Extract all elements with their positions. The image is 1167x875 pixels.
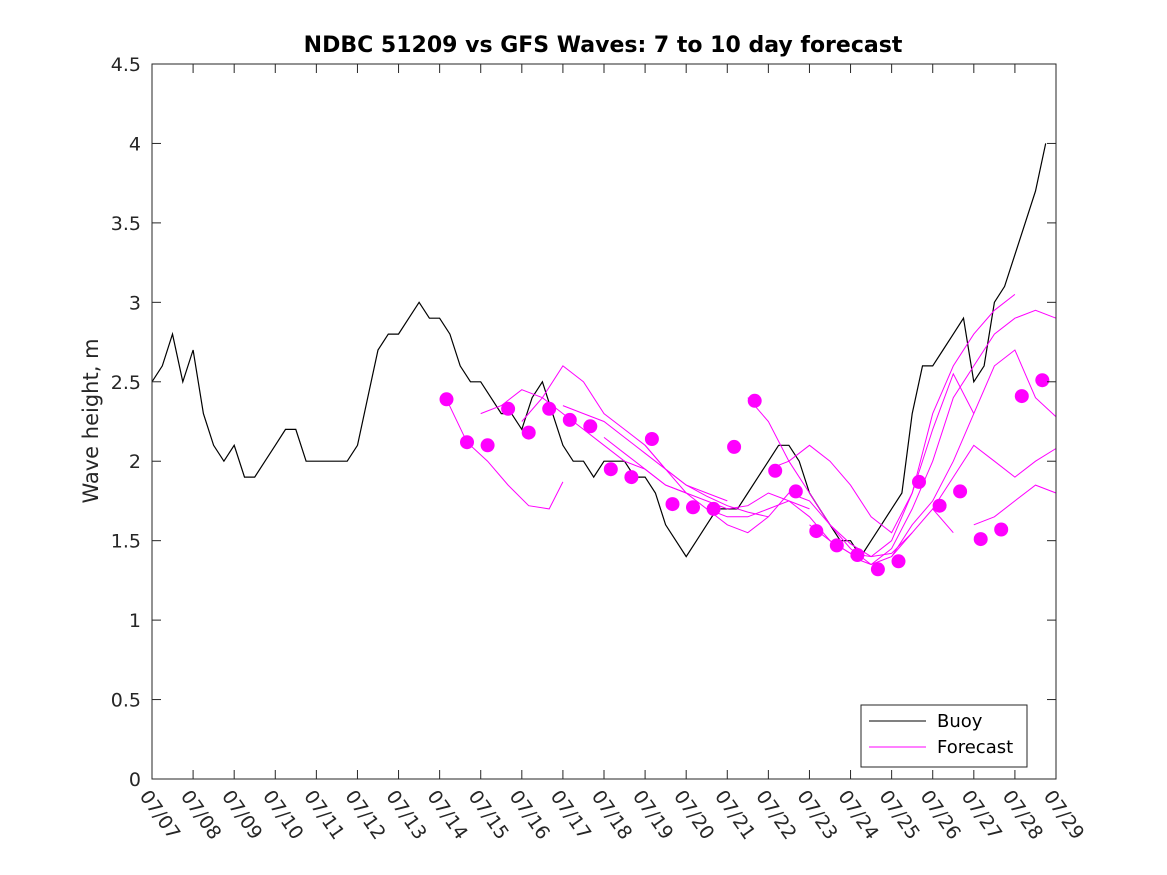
forecast-marker-point [686,500,700,515]
forecast-marker-point [747,393,762,408]
forecast-marker-point [706,501,721,516]
forecast-marker-point [603,462,618,477]
y-tick-label: 2.5 [111,372,141,394]
legend-forecast-label: Forecast [937,737,1013,758]
forecast-run-line-10 [809,294,1016,558]
forecast-marker-point [480,438,495,453]
forecast-marker-point [542,401,557,416]
forecast-marker-point [521,425,536,440]
legend-buoy-label: Buoy [937,711,983,732]
forecast-marker-point [501,401,516,416]
y-tick-label: 1.5 [111,531,141,553]
forecast-marker-point [1014,389,1029,404]
y-tick-label: 0 [129,769,141,791]
forecast-marker-point [809,524,824,539]
forecast-run-line-3 [521,365,728,502]
y-tick-label: 3.5 [111,213,141,235]
legend-box [860,704,1028,768]
forecast-run-line-9 [768,372,975,534]
y-tick-label: 4.5 [111,54,141,76]
forecast-marker-point [891,554,906,569]
forecast-marker-point [850,548,865,562]
y-tick-label: 0.5 [111,690,141,712]
forecast-run-line-12 [891,349,1057,557]
plot-area [151,143,1057,577]
forecast-marker-point [727,439,742,454]
forecast-marker-point [460,435,474,450]
forecast-marker-point [1035,373,1050,388]
forecast-run-line-5 [603,437,810,510]
forecast-run-line-14 [973,484,1057,526]
forecast-marker-point [994,522,1009,537]
forecast-marker-point [768,463,783,478]
forecast-marker-point [829,538,844,553]
forecast-run-line-7 [706,492,913,558]
y-tick-label: 1 [129,610,141,632]
forecast-marker-point [932,498,947,513]
buoy-series-line [151,143,1047,558]
y-axis-label: Wave height, m [79,338,103,503]
legend: Buoy Forecast [860,704,1028,768]
forecast-marker-point [870,562,885,577]
y-tick-label: 2 [129,451,141,473]
forecast-marker-point [562,412,577,427]
y-tick-label: 4 [129,133,141,155]
forecast-marker-point [973,532,988,547]
forecast-marker-point [644,432,659,446]
forecast-marker-point [912,474,926,489]
forecast-marker-point [788,484,803,499]
forecast-marker-point [665,497,680,512]
chart-title: NDBC 51209 vs GFS Waves: 7 to 10 day for… [304,33,903,58]
forecast-run-line-11 [850,309,1057,566]
forecast-run-line-13 [932,444,1057,510]
forecast-marker-point [953,484,968,499]
forecast-marker-point [624,470,639,485]
forecast-marker-point [583,419,598,434]
y-tick-label: 3 [129,292,141,314]
forecast-run-line-8 [747,397,954,566]
forecast-marker-point [439,392,454,407]
